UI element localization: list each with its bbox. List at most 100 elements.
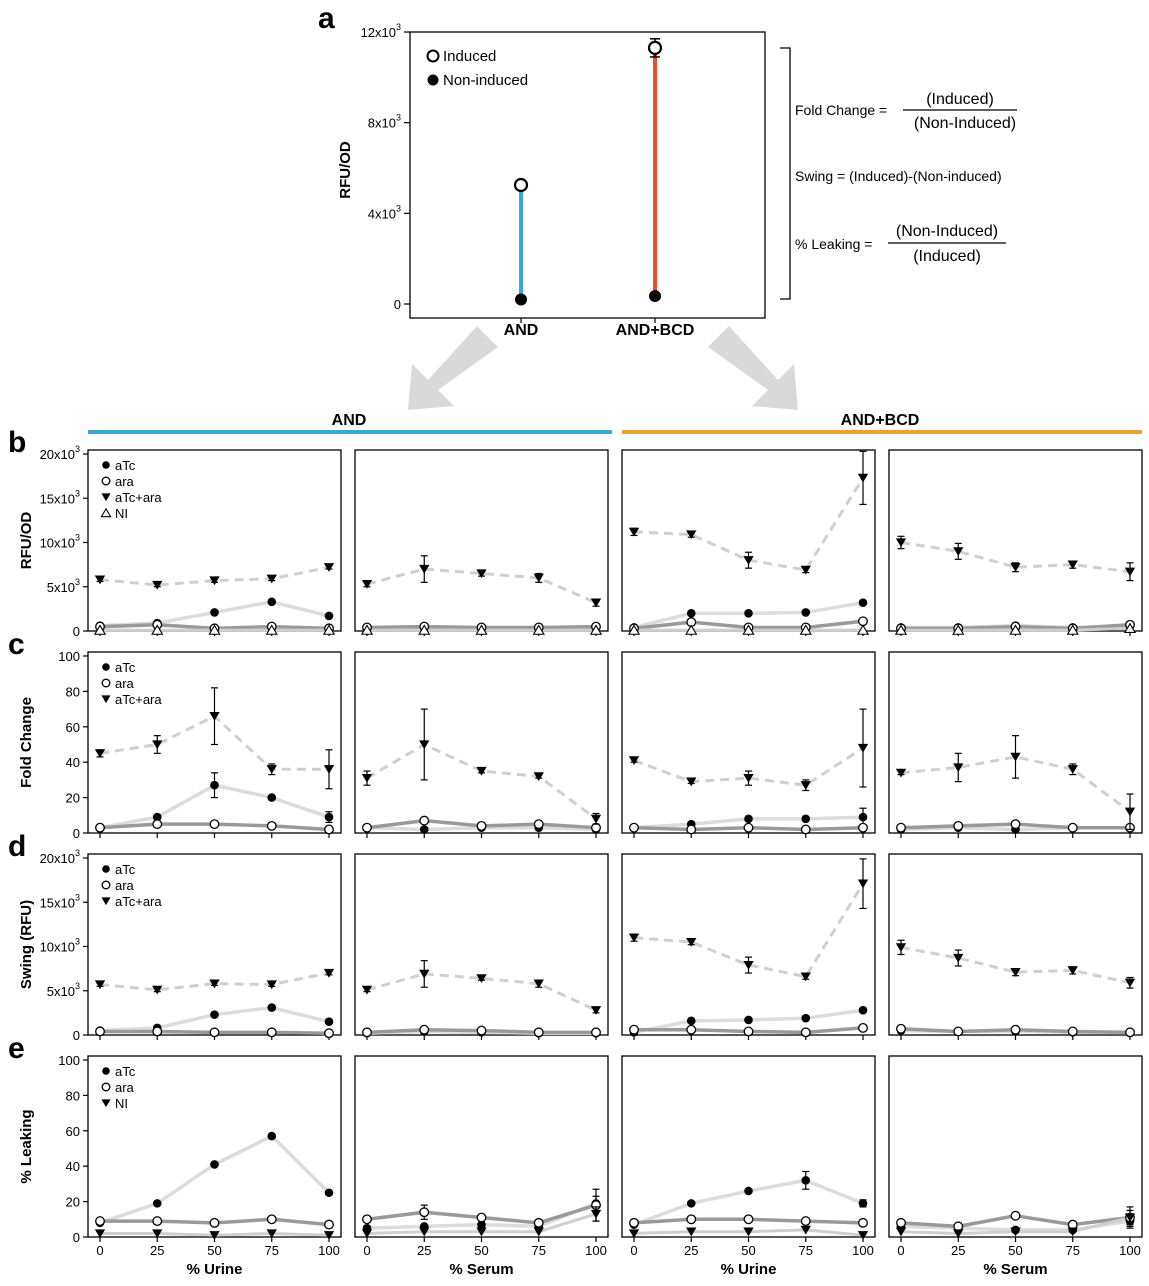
- data-point-aTc+ara: [323, 968, 335, 978]
- panel-a-ylabel: RFU/OD: [337, 141, 354, 199]
- data-point-NI: [532, 624, 545, 635]
- fold-change-denominator: (Non-Induced): [914, 115, 1016, 132]
- data-point-NI: [589, 624, 603, 635]
- data-point-aTc+ara: [266, 765, 277, 774]
- panel-a-ytick-label: 8x103: [368, 113, 401, 131]
- data-point-NI: [1124, 1213, 1136, 1223]
- data-point-aTc: [686, 609, 696, 618]
- subplot-b-2: [354, 449, 609, 636]
- data-point-ara: [858, 1217, 868, 1228]
- data-point-ara: [95, 1026, 105, 1037]
- panel-c-ylabel: Fold Change: [18, 697, 35, 788]
- data-point-aTc: [801, 1013, 811, 1023]
- data-point-NI: [475, 624, 488, 635]
- data-point-aTc+ara: [94, 980, 106, 990]
- data-point-aTc+ara: [800, 781, 811, 790]
- data-point-aTc: [210, 1160, 219, 1169]
- x-axis-label: % Urine: [721, 1261, 777, 1278]
- data-point-aTc: [210, 608, 219, 617]
- data-point-aTc+ara: [323, 765, 335, 774]
- data-point-aTc+ara: [800, 565, 811, 575]
- panel-e-ytick-label: 100: [58, 1053, 80, 1068]
- data-point-ara: [476, 1025, 487, 1036]
- data-point-NI: [686, 1227, 697, 1237]
- panel-a-ytick-label-exponent: 3: [396, 203, 401, 213]
- data-point-NI: [360, 624, 374, 635]
- data-point-ara: [95, 822, 105, 833]
- data-point-ara: [324, 824, 334, 835]
- data-point-NI: [533, 1227, 544, 1237]
- panel-d-ytick-label-exponent: 3: [75, 848, 80, 858]
- panel-c-letter: c: [8, 628, 25, 661]
- legend-label-ara: ara: [115, 474, 135, 489]
- data-point-aTc: [324, 611, 334, 621]
- data-point-aTc+ara: [266, 980, 277, 990]
- legend-label-aTc+ara: aTc+ara: [115, 692, 162, 707]
- x-axis-label: % Serum: [983, 1261, 1047, 1278]
- data-point-aTc+ara: [361, 579, 373, 589]
- data-point-ara: [686, 1024, 697, 1035]
- panel-c-ytick-label: 100: [58, 649, 80, 664]
- data-point-NI: [476, 1227, 487, 1237]
- data-point-aTc: [801, 1176, 811, 1185]
- data-point-NI: [323, 1231, 335, 1240]
- panels-b-to-e: bRFU/OD05x10310x10315x10320x103aTcaraaTc…: [8, 426, 1143, 1278]
- legend-marker-aTc: [102, 865, 110, 873]
- data-point-aTc: [267, 1131, 277, 1141]
- data-point-NI: [209, 1231, 220, 1240]
- data-point-ara: [858, 822, 868, 833]
- panel-d-ytick-label-exponent: 3: [75, 981, 80, 991]
- data-point-NI: [627, 624, 641, 635]
- data-point-aTc+ara: [1010, 563, 1021, 572]
- leaking-label: % Leaking =: [795, 236, 872, 252]
- data-point-aTc+ara: [590, 814, 602, 824]
- panel-d-ytick-label: 10x103: [40, 937, 80, 955]
- data-point-aTc+ara: [209, 576, 220, 586]
- data-point-aTc+ara: [533, 772, 544, 782]
- data-point-ara: [743, 1026, 754, 1037]
- data-point-NI: [953, 1229, 964, 1239]
- panel-e-ytick-label: 20: [66, 1195, 80, 1210]
- legend-label-aTc: aTc: [115, 458, 136, 473]
- series-line-aTc+ara: [99, 971, 330, 992]
- panel-d-ytick-label-exponent: 3: [75, 892, 80, 902]
- legend-marker-aTc+ara: [101, 897, 111, 906]
- subplot-b-3: [621, 449, 876, 636]
- panel-d-ytick-label-exponent: 3: [75, 937, 80, 947]
- legend-label-NI: NI: [115, 1096, 128, 1111]
- panel-c-ytick-label: 40: [66, 755, 80, 770]
- data-point-NI: [1123, 622, 1137, 634]
- legend-marker-aTc: [102, 663, 110, 671]
- data-point-ara: [419, 815, 430, 826]
- data-point-aTc: [210, 1010, 219, 1019]
- data-point-ara: [1010, 1210, 1021, 1221]
- data-point-NI: [894, 624, 908, 635]
- subplot-frame: [621, 449, 876, 632]
- group-header-and-bcd: AND+BCD: [841, 412, 920, 429]
- subplot-b-4: [888, 449, 1143, 636]
- legend-induced-marker: [426, 49, 440, 63]
- data-point-ara: [896, 822, 906, 833]
- panel-a-induced-point: [513, 177, 529, 193]
- xtick-label: 100: [852, 1243, 874, 1258]
- data-point-aTc+ara: [361, 985, 373, 995]
- series-line-aTc+ara: [900, 541, 1131, 574]
- subplot-frame: [354, 853, 609, 1036]
- data-point-ara: [1010, 819, 1021, 830]
- data-point-NI: [856, 624, 870, 635]
- data-point-ara: [686, 824, 697, 835]
- data-point-ara: [896, 1217, 906, 1228]
- data-point-NI: [895, 1227, 907, 1237]
- x-axis-label: % Serum: [449, 1261, 513, 1278]
- data-point-NI: [1010, 1227, 1021, 1237]
- data-point-aTc+ara: [590, 598, 602, 608]
- group-headers: AND AND+BCD: [88, 412, 1142, 434]
- panel-b-ytick-label-exponent: 3: [75, 577, 80, 587]
- legend-marker-NI: [101, 1099, 111, 1108]
- data-point-ara: [152, 1216, 163, 1227]
- data-point-ara: [686, 1214, 697, 1225]
- data-point-aTc+ara: [209, 979, 220, 989]
- leaking-denominator: (Induced): [913, 248, 981, 265]
- data-point-aTc+ara: [476, 974, 487, 984]
